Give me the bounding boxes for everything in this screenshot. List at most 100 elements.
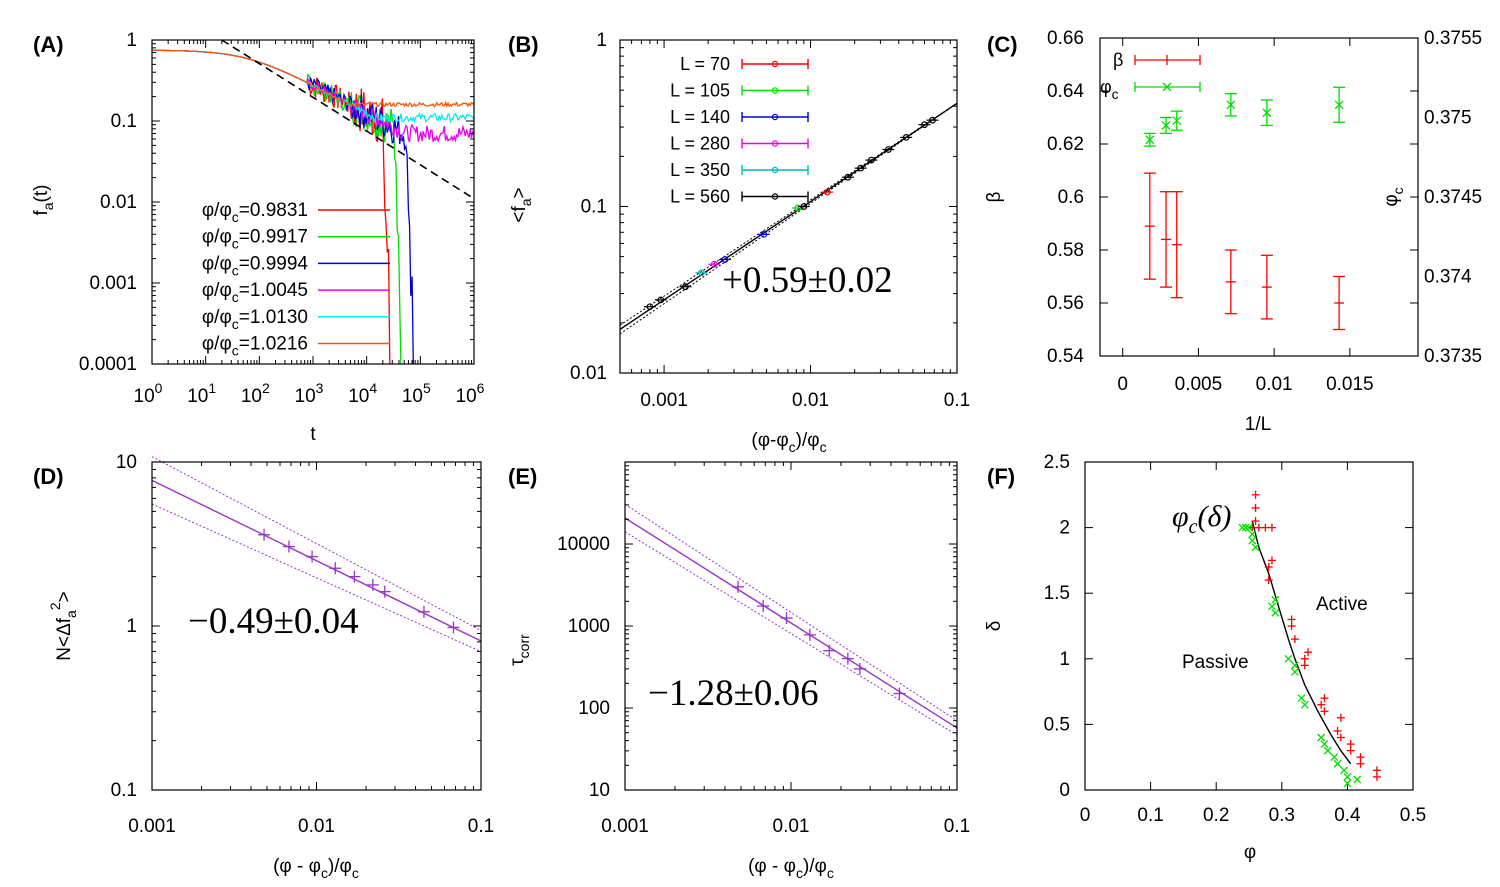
passive-point [1320,740,1329,749]
panel-b-x-tick-label: 0.01 [792,390,829,411]
panel-c-axes-frame [1099,37,1419,357]
data-point [682,283,689,291]
panel-f-curve-label-sub: c [1189,516,1198,538]
panel-a-x-tick-exp: 5 [423,380,431,396]
panel-e-x-axis-label-part: c [827,865,834,881]
panel-f-y-tick-label: 0 [1059,780,1070,801]
legend-0.9994-label-part: c [232,262,239,278]
panel-a-x-axis-label: t [310,424,316,445]
panel-a-x-tick-label: 105 [402,380,431,407]
panel-b-y-axis-label: <fa> [509,187,534,222]
panel-a-x-tick-base: 10 [348,386,369,407]
data-point [929,116,936,124]
panel-b-y-axis-label-part: a [518,198,534,206]
panel-e-fit-lower-bound-line [624,531,958,736]
panel-f-x-tick-label: 0.3 [1269,805,1295,826]
panel-c-y-tick-label: 0.62 [1047,134,1084,155]
panel-d-x-tick-label: 0.001 [128,816,176,837]
panel-e-y-tick-label: 100 [578,698,610,719]
panel-c-y2-axis-label-part: φ [1381,194,1402,206]
panel-e-x-axis-label-part: c [796,865,803,881]
legend-0.9831-label: φ/φc=0.9831 [202,200,308,225]
panel-a-y-tick-label: 1 [126,30,137,51]
legend-0.9994-label: φ/φc=0.9994 [202,253,309,278]
panel-f-x-tick-label: 0.2 [1203,805,1229,826]
passive-point [1323,746,1332,755]
panel-c-y2-tick-label: 0.375 [1424,108,1472,129]
legend-L560-label: L = 560 [670,187,730,207]
panel-b-y-axis-label-part: <f [509,206,530,223]
legend-1.0130-label: φ/φc=1.0130 [202,307,308,332]
passive-point [1238,523,1247,532]
data-point [857,164,865,172]
passive-point [1284,654,1293,663]
panel-a-x-tick-label: 102 [241,380,270,407]
legend-phic-label-part: φ [1100,77,1112,97]
panel-e-y-tick-label: 10000 [557,534,610,555]
data-point [721,256,729,263]
panel-a-y-tick-label: 0.01 [100,192,137,213]
panel-f-y-axis-label: δ [984,621,1005,632]
panel-e-x-axis-label: (φ - φc)/φc [748,856,834,881]
legend-1.0045-label: φ/φc=1.0045 [202,280,308,305]
panel-b-y-axis-label-part: > [509,187,530,198]
panel-d-y-axis-label-part: > [54,591,75,602]
data-point [710,260,718,268]
panel-d-y-axis-label: N<Δfa2> [47,591,79,661]
panel-a-x-tick-exp: 4 [369,380,377,396]
legend-1.0045-label-part: φ/φ [202,280,232,301]
panel-e-x-axis-label-part: )/φ [803,856,827,877]
passive-point [1343,772,1352,781]
panel-label-d: (D) [33,464,64,489]
panel-c-x-tick-label: 0.01 [1256,374,1293,395]
data-point [921,121,928,129]
legend-phic-label-part: c [1112,86,1119,102]
legend-L105-label: L = 105 [670,81,730,101]
panel-b-x-tick-label: 0.001 [640,390,688,411]
data-point [884,146,892,153]
panel-c-y-axis-label: β [984,191,1005,202]
passive-point [1251,543,1260,552]
panel-f: 0 0.1 0.2 0.3 0.4 0.5 0 0.5 1 1.5 2 2.5 φ δ [984,452,1426,863]
panel-b-exponent-annotation: +0.59±0.02 [722,260,893,301]
legend-1.0130-label-part: c [232,316,239,332]
passive-point [1248,536,1257,545]
legend-swatch-marker [771,140,779,147]
legend-phic-swatch-marker [1162,82,1172,92]
panel-d-x-axis-label-part: c [352,865,359,881]
panel-f-y-tick-label: 0.5 [1044,714,1070,735]
fit-line [619,102,958,330]
passive-point [1245,523,1253,532]
panel-d-y-axis-label-part: N<Δf [54,617,75,661]
panel-d-x-tick-label: 0.01 [298,816,335,837]
data-point [646,303,654,311]
panel-f-y-tick-label: 2.5 [1044,452,1070,473]
panel-label-b: (B) [508,32,539,57]
legend-0.9831-label-part: c [232,209,239,225]
legend-0.9831-label-part: φ/φ [202,200,232,221]
legend-0.9917-label-part: c [232,236,239,252]
legend-L140-label: L = 140 [670,107,730,127]
panel-f-y-tick-label: 1.5 [1044,583,1070,604]
legend-L350-label: L = 350 [670,160,730,180]
data-point [760,230,768,238]
panel-a-x-tick-label: 101 [187,380,216,407]
panel-f-passive-label: Passive [1182,652,1249,673]
legend-L70-label: L = 70 [680,54,730,74]
panel-c-y-tick-label: 0.66 [1047,28,1084,49]
panel-e-y-axis-label: τcorr [507,634,532,666]
legend-1.0216-label-part: =1.0216 [239,334,308,355]
passive-point [1317,733,1326,742]
passive-point [1353,775,1362,784]
phic-point [1226,100,1236,110]
panel-a-x-tick-base: 10 [241,386,262,407]
panel-f-curve-label-arg: (δ) [1198,500,1232,533]
panel-e-y-tick-label: 1000 [568,616,610,637]
passive-point [1271,608,1280,617]
panel-f-axes-frame [1084,461,1414,791]
panel-d-y-tick-label: 1 [126,616,137,637]
panel-a-x-tick-label: 100 [134,380,163,407]
phic-point [1172,116,1182,126]
passive-point [1248,530,1257,539]
